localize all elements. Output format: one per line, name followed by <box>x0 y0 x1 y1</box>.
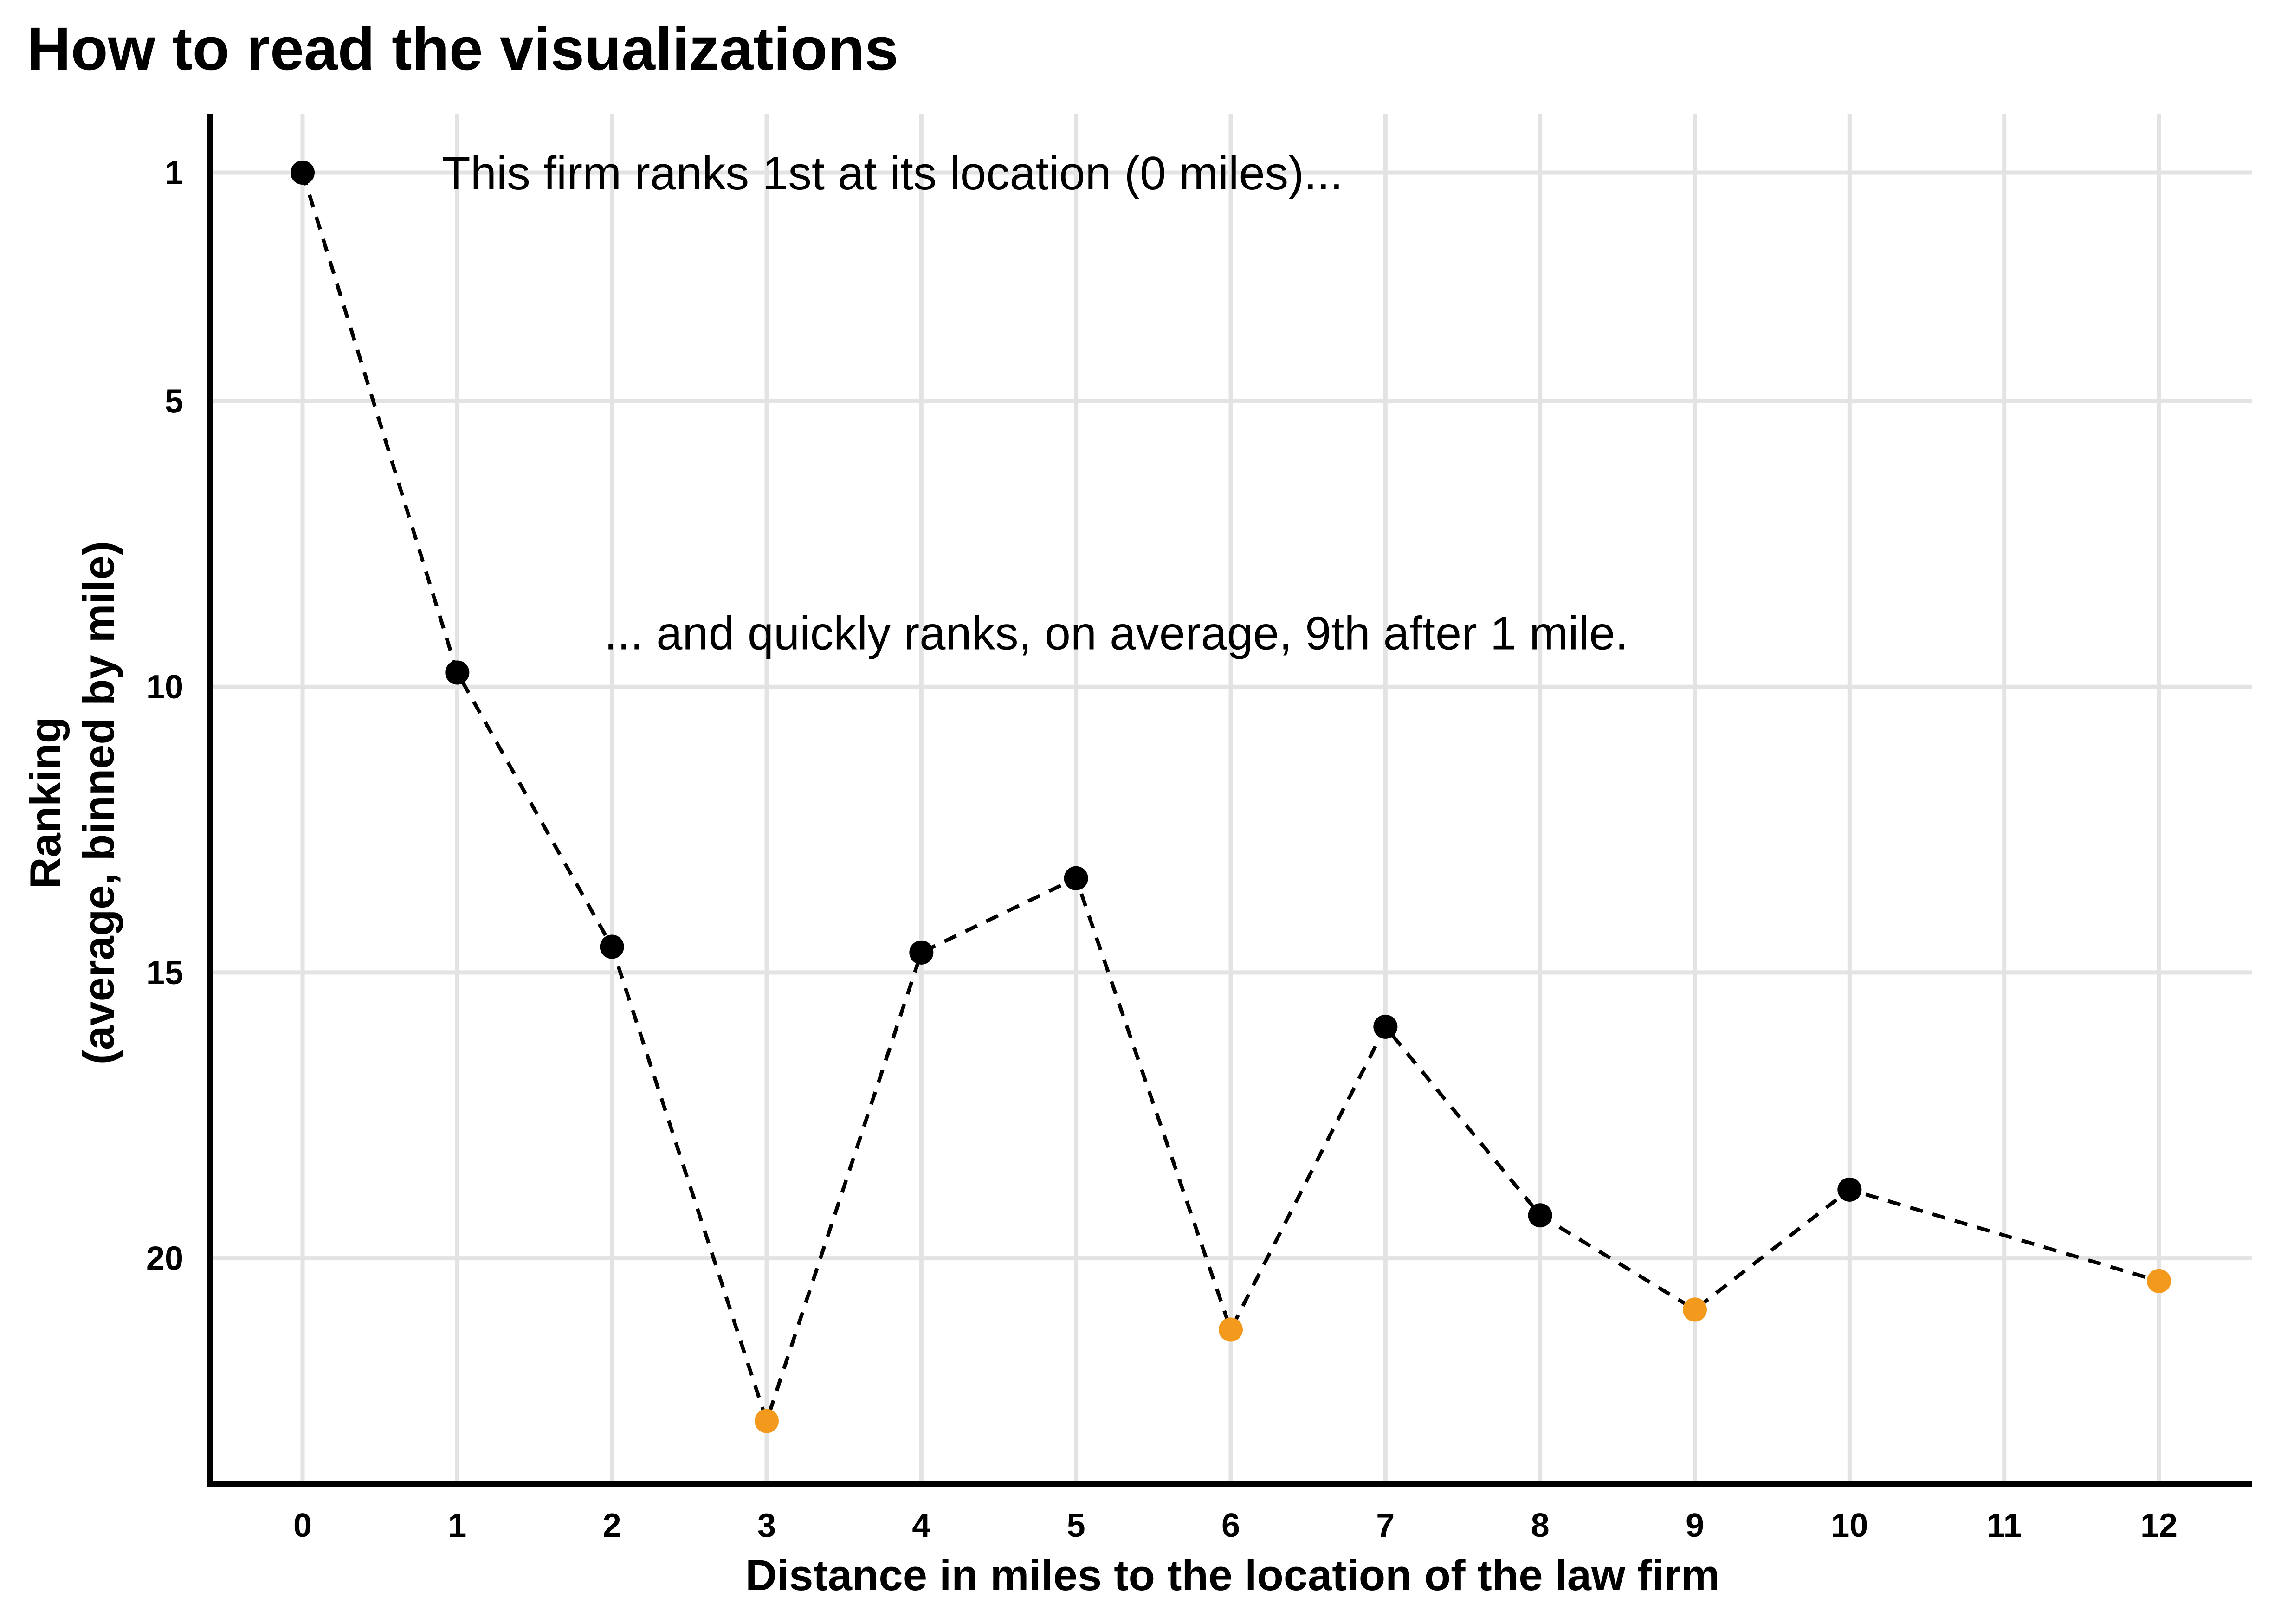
data-point-highlight <box>1219 1317 1243 1342</box>
x-tick-label: 5 <box>1067 1507 1085 1544</box>
y-tick-label: 20 <box>146 1240 183 1277</box>
y-axis-title: Ranking (average, binned by mile) <box>21 541 123 1064</box>
y-tick-label: 15 <box>146 954 183 992</box>
x-tick-label: 8 <box>1531 1507 1550 1544</box>
x-tick-label: 0 <box>293 1507 312 1544</box>
annotation-text: This firm ranks 1st at its location (0 m… <box>442 148 1343 200</box>
grid-lines <box>210 114 2252 1484</box>
data-series <box>291 161 2171 1433</box>
data-point <box>1064 866 1088 890</box>
x-tick-label: 3 <box>757 1507 776 1544</box>
x-tick-label: 4 <box>912 1507 930 1544</box>
x-tick-label: 7 <box>1376 1507 1395 1544</box>
series-line <box>301 172 2160 1427</box>
y-tick-label: 1 <box>165 155 183 192</box>
y-tick-label: 5 <box>165 383 183 420</box>
data-point <box>909 940 934 965</box>
x-tick-label: 6 <box>1221 1507 1240 1544</box>
data-point-highlight <box>755 1409 779 1433</box>
data-point <box>1373 1014 1398 1039</box>
data-point <box>1528 1203 1552 1228</box>
x-axis-title: Distance in miles to the location of the… <box>745 1551 1720 1599</box>
chart-title: How to read the visualizations <box>27 14 898 83</box>
x-tick-label: 1 <box>448 1507 466 1544</box>
data-point <box>445 660 470 685</box>
data-point <box>600 934 624 959</box>
annotation-text: ... and quickly ranks, on average, 9th a… <box>604 607 1628 659</box>
x-tick-label: 9 <box>1686 1507 1704 1544</box>
x-tick-label: 10 <box>1831 1507 1868 1544</box>
data-point-highlight <box>2147 1269 2171 1293</box>
y-axis-title-line-1: Ranking <box>21 717 70 889</box>
annotations: This firm ranks 1st at its location (0 m… <box>442 148 1628 659</box>
data-point <box>1837 1177 1862 1202</box>
x-tick-label: 12 <box>2140 1507 2177 1544</box>
y-tick-label: 10 <box>146 669 183 706</box>
data-point <box>291 161 315 185</box>
axes <box>207 114 2252 1487</box>
x-tick-label: 11 <box>1987 1507 2022 1544</box>
y-axis-title-line-2: (average, binned by mile) <box>74 541 123 1064</box>
x-tick-label: 2 <box>603 1507 621 1544</box>
data-point-highlight <box>1683 1297 1707 1322</box>
